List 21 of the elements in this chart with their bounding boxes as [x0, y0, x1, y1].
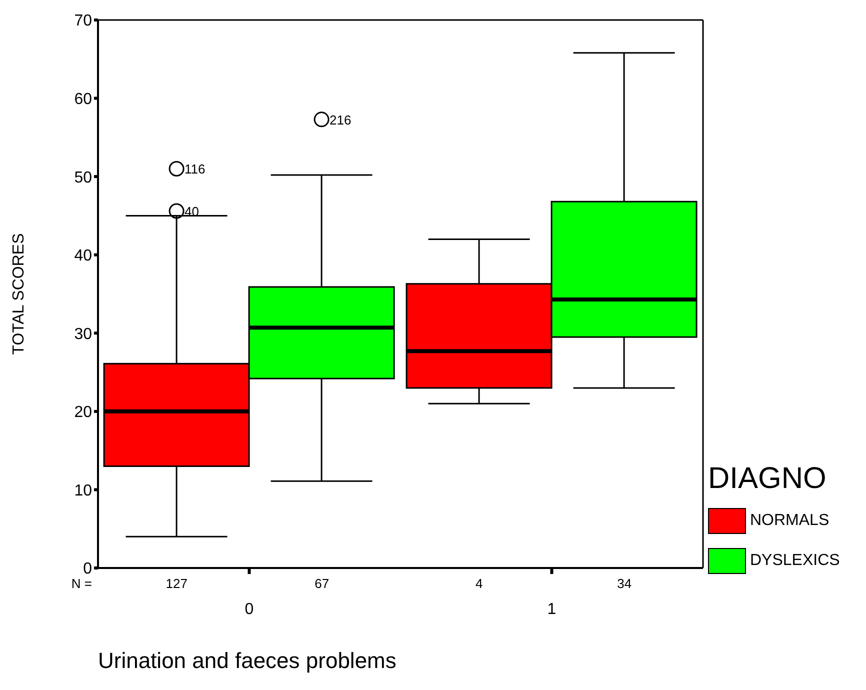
y-tick-label: 20: [74, 404, 92, 422]
y-tick-label: 0: [83, 560, 92, 578]
text: N =: [71, 576, 92, 591]
y-axis-title: TOTAL SCORES: [10, 233, 28, 355]
x-axis-title: Urination and faeces problems: [98, 648, 396, 673]
annotation: 216: [330, 112, 352, 128]
text: 4: [476, 576, 483, 591]
y-tick-label: 70: [74, 12, 92, 30]
y-tick-label: 60: [74, 90, 92, 108]
y-tick-label: 30: [74, 326, 92, 343]
y-tick-label: 40: [74, 248, 92, 265]
text: 127: [166, 576, 188, 591]
y-tick-label: 10: [74, 482, 92, 500]
legend-title: DIAGNO: [708, 462, 828, 496]
x-tick-label: 1: [547, 601, 556, 618]
text: 67: [314, 576, 330, 591]
legend-label: DYSLEXICS: [750, 552, 840, 570]
annotation: 116: [184, 162, 206, 177]
text: 34: [617, 576, 632, 591]
legend-label: NORMALS: [750, 512, 830, 530]
y-tick-label: 50: [74, 169, 92, 186]
